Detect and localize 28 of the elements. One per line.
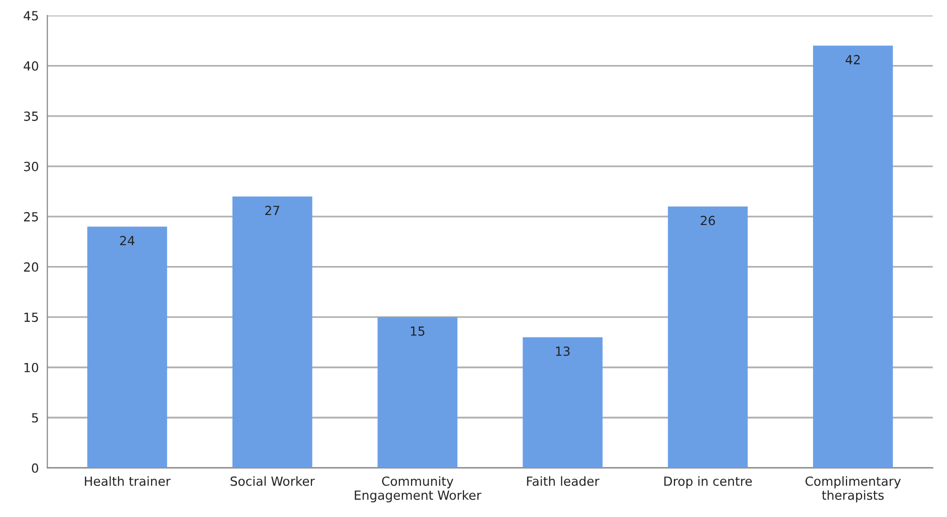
y-tick-label: 15 [24, 312, 38, 322]
y-tick-label: 25 [24, 212, 38, 222]
bar [232, 196, 312, 468]
y-tick-label: 45 [24, 11, 38, 20]
data-label: 26 [700, 216, 715, 226]
y-tick-label: 0 [32, 463, 38, 473]
bar [668, 206, 748, 468]
x-tick-label: Social Worker [230, 476, 315, 486]
y-tick-label: 10 [24, 362, 38, 372]
x-tick-label: Faith leader [527, 476, 600, 486]
bar [522, 337, 603, 468]
bar [813, 46, 893, 468]
y-tick-label: 5 [32, 413, 38, 423]
x-tick-label: Complimentary therapists [806, 476, 901, 502]
data-label: 15 [410, 326, 424, 336]
y-tick-label: 35 [24, 112, 38, 121]
y-tick-label: 40 [24, 61, 38, 71]
x-tick-label: Community Engagement Worker [354, 476, 482, 502]
bar [87, 226, 168, 468]
x-tick-label: Health trainer [84, 476, 171, 486]
x-tick-label: Drop in centre [664, 476, 752, 488]
bar [378, 317, 458, 468]
data-label: 13 [556, 346, 570, 356]
y-tick-label: 20 [24, 262, 38, 272]
data-label: 42 [846, 54, 860, 64]
data-label: 27 [265, 206, 280, 216]
y-tick-label: 30 [24, 162, 38, 172]
data-label: 24 [120, 236, 134, 246]
